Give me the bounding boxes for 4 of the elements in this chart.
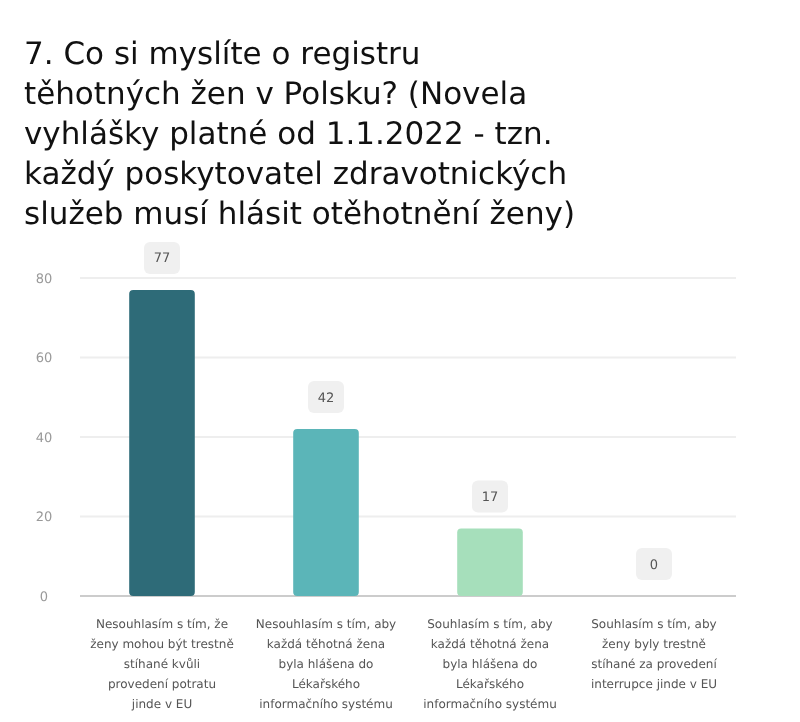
bar — [293, 429, 359, 596]
chart-title: 7. Co si myslíte o registru těhotných žen v Polsku? (Novela vyhlášky platné od 1.1.2022 - tzn. každý poskytovatel zdravotnických služeb musí hlásit otěhotnění ženy) — [24, 36, 576, 232]
bar — [457, 528, 523, 596]
bar — [129, 289, 195, 596]
